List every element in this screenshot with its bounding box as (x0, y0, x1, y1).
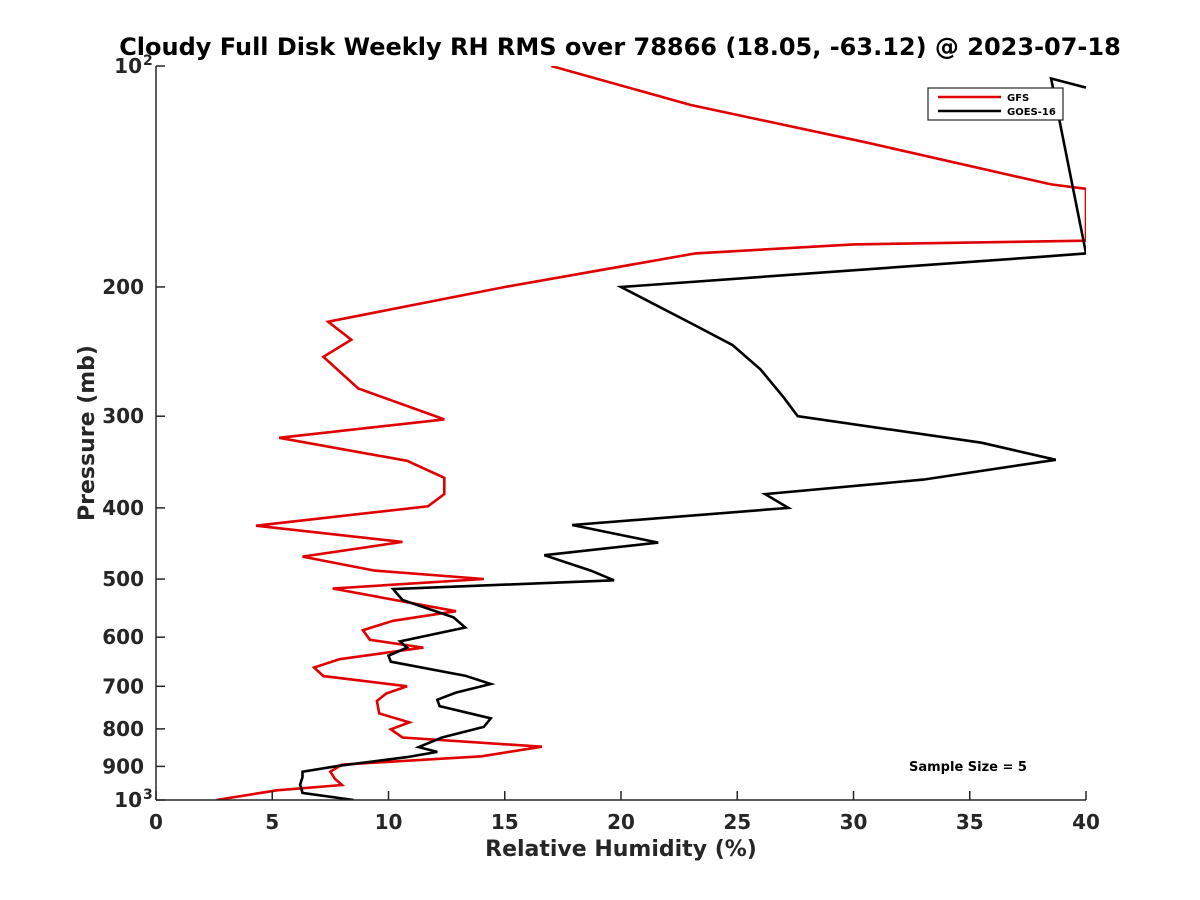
x-tick-label: 40 (1072, 810, 1100, 834)
x-tick-label: 5 (265, 810, 279, 834)
y-tick-label: 10 (114, 788, 142, 812)
y-tick-label: 900 (102, 754, 144, 778)
y-tick-label: 800 (102, 717, 144, 741)
series-line-goes16 (298, 76, 1086, 800)
y-tick-label: 500 (102, 567, 144, 591)
y-tick-label: 200 (102, 275, 144, 299)
y-tick-label: 300 (102, 404, 144, 428)
series-layer (216, 66, 1086, 800)
x-tick-label: 0 (149, 810, 163, 834)
y-tick-exponent: 3 (143, 787, 153, 803)
y-tick-exponent: 2 (143, 53, 153, 69)
legend: GFS GOES-16 (927, 87, 1064, 121)
x-tick-label: 30 (840, 810, 868, 834)
sample-size-note: Sample Size = 5 (909, 760, 1027, 775)
y-tick-label: 10 (114, 54, 142, 78)
x-tick-label: 15 (491, 810, 519, 834)
x-tick-label: 25 (723, 810, 751, 834)
x-tick-label: 10 (375, 810, 403, 834)
legend-label-gfs: GFS (1007, 93, 1029, 104)
y-axis-label: Pressure (mb) (75, 345, 100, 521)
x-axis-label: Relative Humidity (%) (485, 837, 757, 862)
y-tick-label: 700 (102, 674, 144, 698)
x-ticks: 0 5 10 15 20 25 30 35 40 (149, 791, 1100, 834)
series-line-gfs (216, 66, 1086, 800)
y-tick-label: 600 (102, 625, 144, 649)
chart-title: Cloudy Full Disk Weekly RH RMS over 7886… (119, 33, 1121, 61)
legend-label-goes16: GOES-16 (1007, 107, 1056, 118)
x-tick-label: 20 (607, 810, 635, 834)
y-tick-label: 400 (102, 496, 144, 520)
legend-box (927, 87, 1064, 121)
x-tick-label: 35 (956, 810, 984, 834)
